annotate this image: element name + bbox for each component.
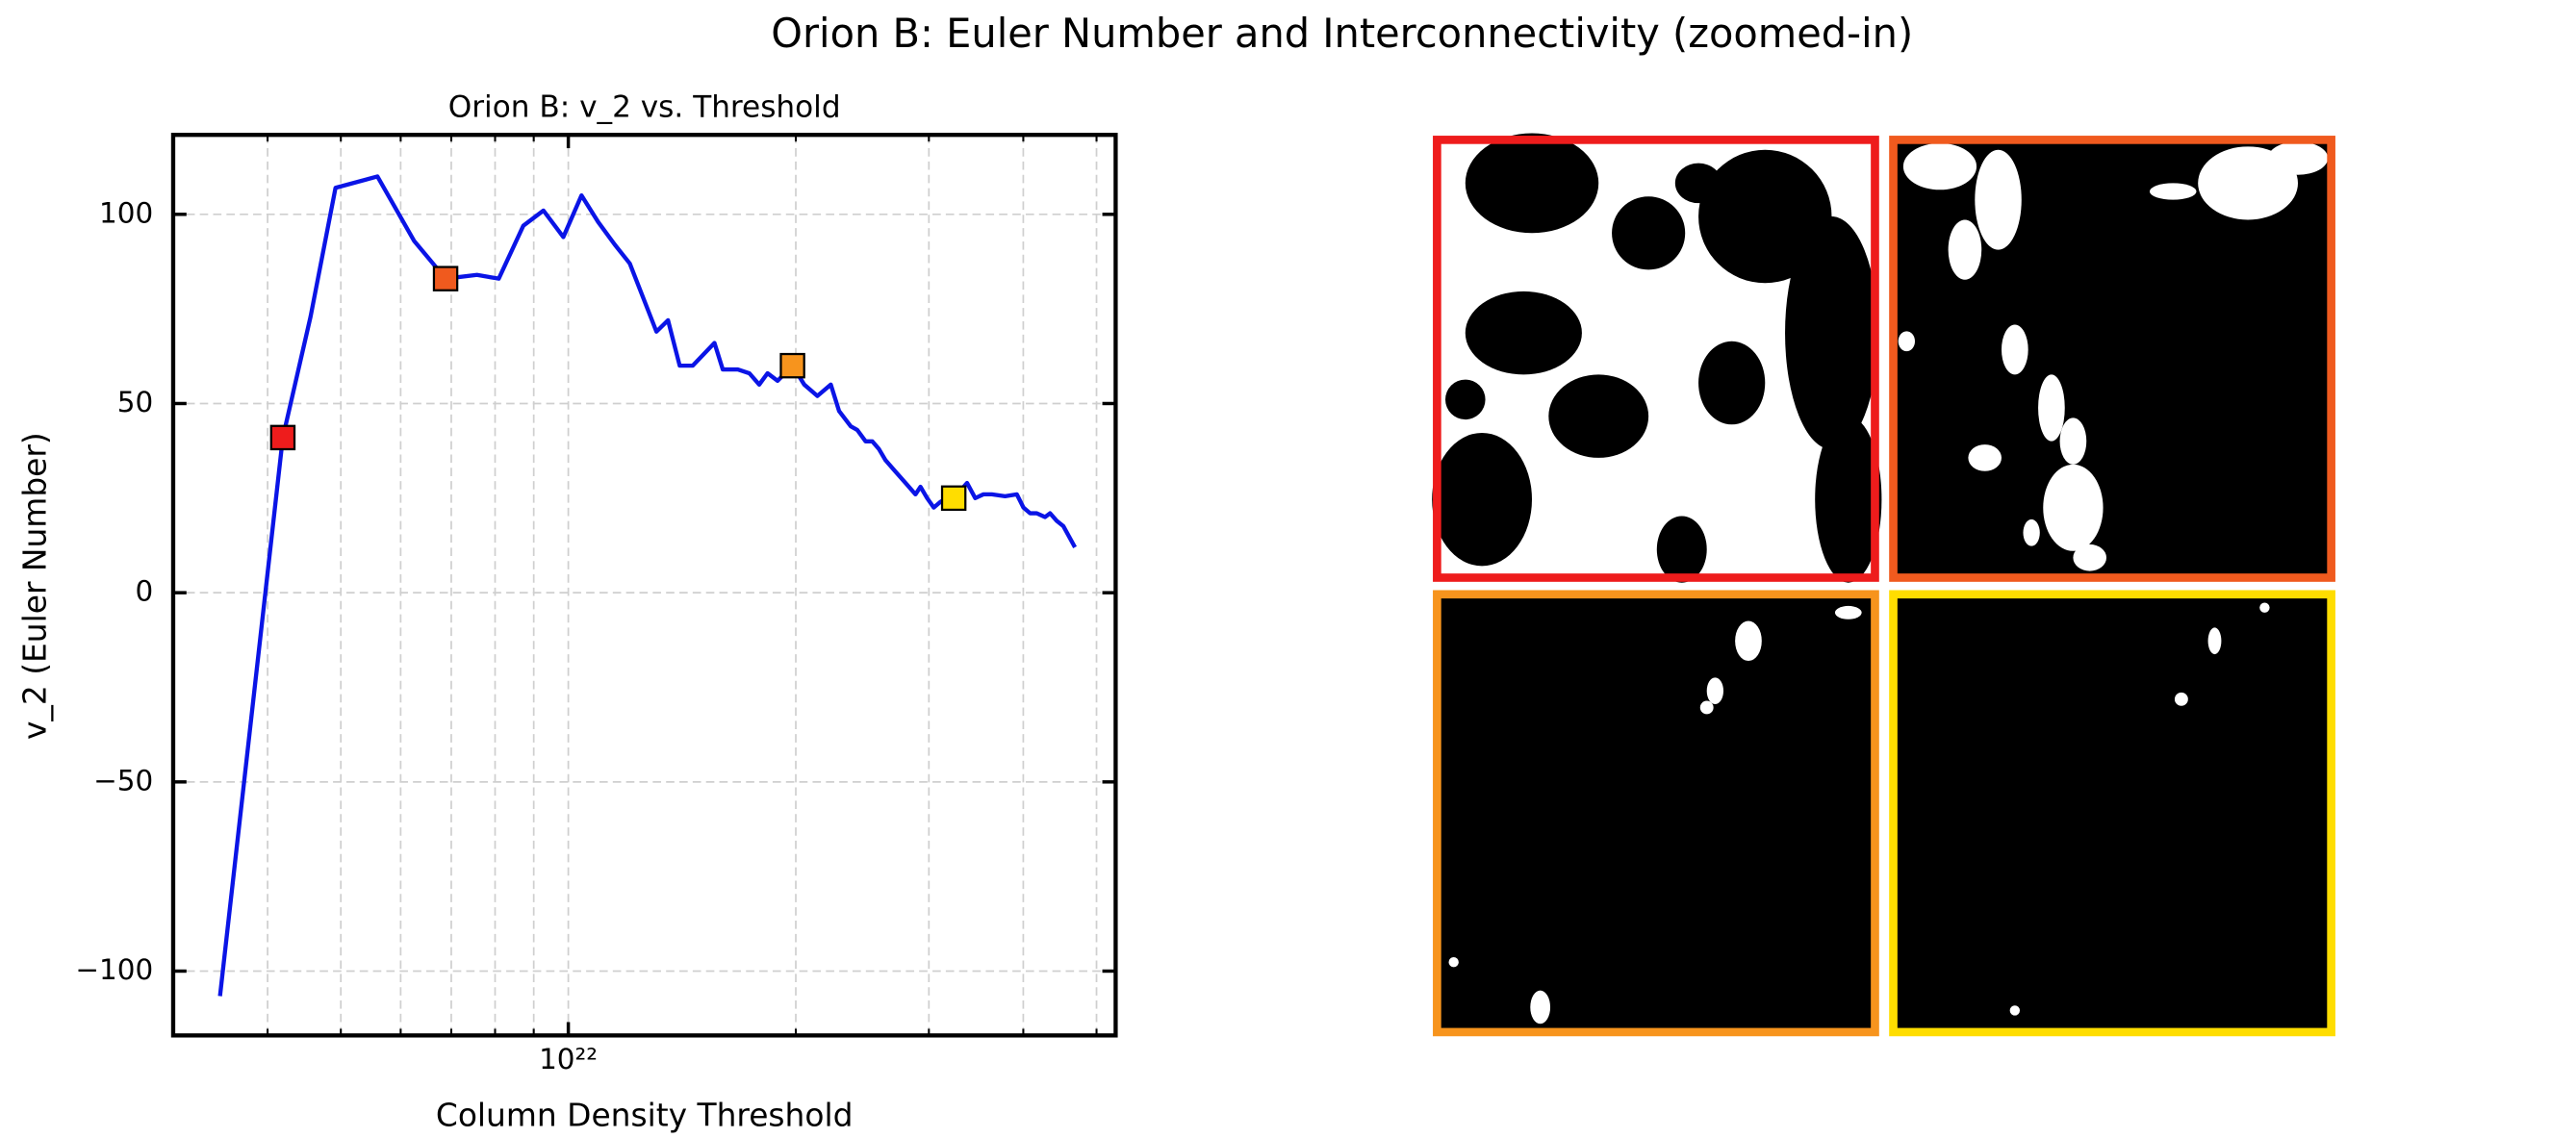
x-axis-label: Column Density Threshold xyxy=(436,1097,854,1134)
panel-background xyxy=(1433,591,1878,1036)
mask-region xyxy=(1698,341,1766,425)
mask-region xyxy=(1674,163,1722,204)
mask-region xyxy=(2207,627,2222,655)
panel-background xyxy=(1890,591,2335,1036)
highlight-marker xyxy=(269,424,296,451)
mask-region xyxy=(2023,518,2040,546)
mask-region xyxy=(2174,692,2188,706)
panel-border xyxy=(1889,136,2335,582)
axes-frame xyxy=(170,133,1118,1038)
mask-region xyxy=(1785,215,1878,450)
mask-region xyxy=(1902,142,1977,190)
mask-panel xyxy=(1889,136,2335,582)
mask-region xyxy=(1898,331,1916,352)
y-tick-label: 0 xyxy=(135,575,153,608)
y-tick-label: −50 xyxy=(93,764,153,797)
mask-region xyxy=(2043,464,2104,551)
mask-region xyxy=(1834,605,1862,620)
mask-region xyxy=(1530,990,1551,1024)
mask-panel xyxy=(1432,133,1882,583)
highlight-marker xyxy=(940,485,967,512)
mask-region xyxy=(1699,700,1714,715)
data-line xyxy=(217,174,1078,997)
mask-panel xyxy=(1889,590,2335,1037)
mask-region xyxy=(1448,957,1459,968)
mask-region xyxy=(1975,149,2022,250)
mask-region xyxy=(2150,183,2197,200)
mask-region xyxy=(1698,149,1832,284)
mask-region xyxy=(1656,516,1707,583)
mask-region xyxy=(1612,196,1686,270)
mask-region xyxy=(1432,432,1533,567)
mask-region xyxy=(2009,1005,2021,1016)
mask-region xyxy=(2038,374,2065,442)
mask-region xyxy=(1445,379,1486,420)
mask-region xyxy=(1548,374,1649,458)
mask-region xyxy=(1465,133,1599,234)
mask-region xyxy=(2001,324,2028,375)
panel-border xyxy=(1433,136,1879,582)
mask-region xyxy=(1706,677,1724,705)
mask-region xyxy=(1465,291,1582,375)
y-tick-label: 100 xyxy=(99,196,153,229)
highlight-marker xyxy=(779,352,805,379)
mask-region xyxy=(1948,219,1982,280)
axes-title: Orion B: v_2 vs. Threshold xyxy=(448,90,841,125)
y-tick-label: 50 xyxy=(117,386,153,418)
mask-region xyxy=(1735,620,1762,662)
y-axis-label: v_2 (Euler Number) xyxy=(16,432,54,740)
mask-region xyxy=(1968,444,2002,471)
panel-border xyxy=(1889,590,2335,1037)
y-tick-label: −100 xyxy=(75,953,153,986)
mask-panel xyxy=(1433,590,1879,1037)
figure-title: Orion B: Euler Number and Interconnectiv… xyxy=(771,10,1913,57)
highlight-marker xyxy=(432,266,459,291)
mask-region xyxy=(2259,602,2270,613)
mask-region xyxy=(2059,417,2087,465)
panel-border xyxy=(1433,590,1879,1037)
x-tick-label: 10²² xyxy=(539,1043,598,1075)
mask-region xyxy=(2267,141,2329,175)
mask-region xyxy=(2073,544,2107,571)
mask-region xyxy=(1815,416,1882,583)
